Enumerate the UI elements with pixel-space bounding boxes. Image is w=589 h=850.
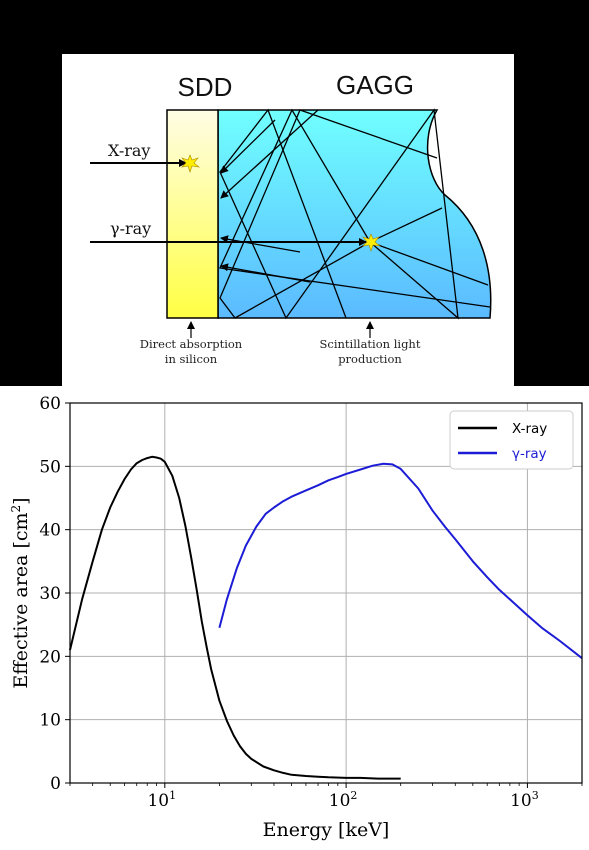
direct-absorption-line2: in silicon — [165, 352, 218, 366]
xray-beam: X-ray — [90, 141, 201, 173]
gagg-crystal — [217, 109, 492, 319]
y-tick-label: 10 — [39, 711, 61, 731]
xray-absorption-spark-icon — [181, 154, 201, 173]
y-tick-label: 50 — [39, 457, 61, 477]
light-arrows — [220, 109, 319, 283]
direct-absorption-line1: Direct absorption — [140, 337, 243, 351]
detector-diagram: SDD GAGG X-ray γ-ray — [62, 54, 514, 386]
x-tick-label: 101 — [147, 789, 176, 811]
y-tick-label: 20 — [39, 647, 61, 667]
gamma-interaction-spark-icon — [362, 233, 382, 252]
series-line-xray — [69, 455, 401, 780]
sdd-label: SDD — [178, 72, 233, 102]
direct-absorption-caption: Direct absorption in silicon — [140, 321, 243, 366]
series-line-gamma — [218, 462, 583, 659]
y-tick-label: 40 — [39, 521, 61, 541]
y-tick-label: 60 — [39, 394, 61, 414]
effective-area-chart: 0 10 20 30 40 50 60 101 102 103 Energy [keV] Eff… — [0, 386, 589, 850]
legend-label-gamma: γ-ray — [512, 446, 547, 462]
y-axis-label: Effective area [cm2] — [9, 497, 32, 688]
gamma-beam-label: γ-ray — [110, 219, 151, 238]
y-tick-label: 30 — [39, 584, 61, 604]
gagg-label: GAGG — [336, 70, 414, 100]
y-axis-ticks: 0 10 20 30 40 50 60 — [39, 394, 70, 794]
series-lines — [69, 455, 583, 780]
plot-frame — [69, 402, 583, 784]
gamma-beam: γ-ray — [90, 219, 382, 252]
legend: X-ray γ-ray — [449, 410, 574, 470]
scintillation-caption: Scintillation light production — [320, 321, 421, 366]
x-tick-label: 103 — [510, 789, 539, 811]
sdd-layer — [166, 109, 219, 319]
x-tick-label: 102 — [329, 789, 358, 811]
x-axis-label: Energy [keV] — [263, 819, 390, 841]
legend-label-xray: X-ray — [512, 421, 547, 437]
scintillation-line1: Scintillation light — [320, 337, 421, 351]
scintillation-light-paths — [219, 108, 491, 320]
xray-beam-label: X-ray — [108, 141, 150, 160]
scintillation-line2: production — [338, 352, 402, 366]
y-tick-label: 0 — [50, 774, 61, 794]
legend-box — [449, 410, 574, 470]
